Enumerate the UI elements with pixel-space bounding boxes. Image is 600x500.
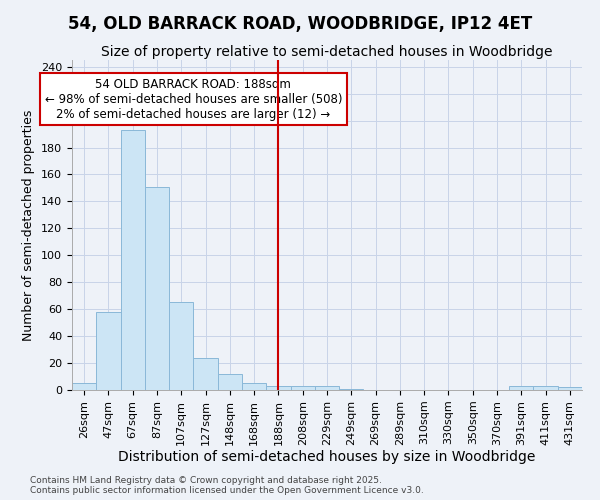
X-axis label: Distribution of semi-detached houses by size in Woodbridge: Distribution of semi-detached houses by … <box>118 450 536 464</box>
Text: Contains HM Land Registry data © Crown copyright and database right 2025.
Contai: Contains HM Land Registry data © Crown c… <box>30 476 424 495</box>
Bar <box>72 384 96 390</box>
Bar <box>533 386 558 390</box>
Bar <box>145 186 169 390</box>
Bar <box>96 312 121 390</box>
Bar <box>121 130 145 390</box>
Text: 54, OLD BARRACK ROAD, WOODBRIDGE, IP12 4ET: 54, OLD BARRACK ROAD, WOODBRIDGE, IP12 4… <box>68 15 532 33</box>
Bar <box>315 386 339 390</box>
Text: 54 OLD BARRACK ROAD: 188sqm
← 98% of semi-detached houses are smaller (508)
2% o: 54 OLD BARRACK ROAD: 188sqm ← 98% of sem… <box>44 78 342 120</box>
Bar <box>266 386 290 390</box>
Bar <box>509 386 533 390</box>
Bar <box>242 384 266 390</box>
Title: Size of property relative to semi-detached houses in Woodbridge: Size of property relative to semi-detach… <box>101 45 553 59</box>
Bar <box>193 358 218 390</box>
Bar <box>558 388 582 390</box>
Bar <box>339 388 364 390</box>
Y-axis label: Number of semi-detached properties: Number of semi-detached properties <box>22 110 35 340</box>
Bar <box>169 302 193 390</box>
Bar <box>218 374 242 390</box>
Bar <box>290 386 315 390</box>
